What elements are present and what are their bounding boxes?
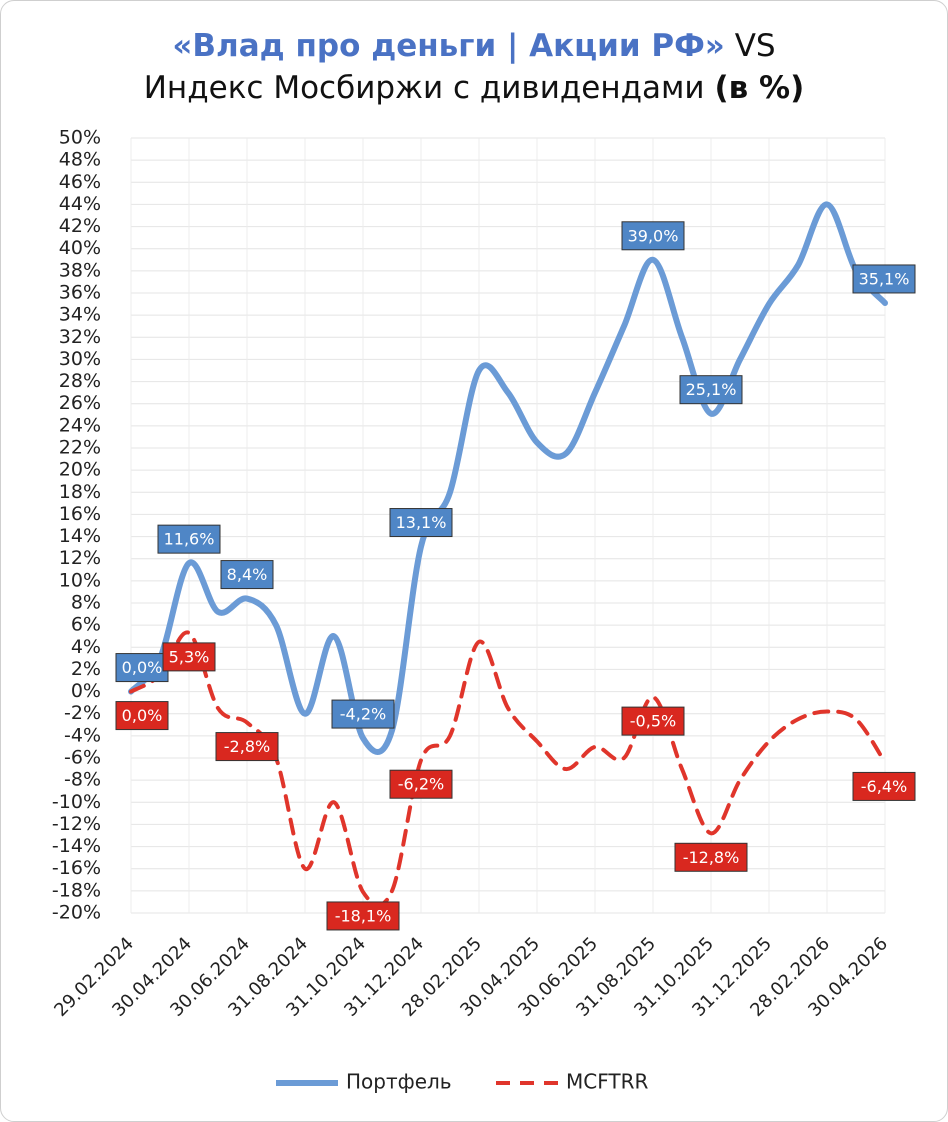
data-label: 0,0%: [122, 658, 163, 677]
y-tick-label: -8%: [64, 769, 101, 791]
series-line: [128, 201, 888, 755]
data-label-box: [621, 706, 685, 736]
y-tick-label: -12%: [52, 813, 101, 835]
data-label-box: [674, 842, 748, 872]
title-part: VS: [725, 28, 776, 64]
y-tick-label: 4%: [71, 636, 101, 658]
y-tick-label: 18%: [59, 481, 101, 503]
title-part: Индекс Мосбиржи с дивидендами: [144, 70, 715, 106]
y-tick-label: 40%: [59, 237, 101, 259]
y-tick-label: 20%: [59, 459, 101, 481]
y-tick-label: -4%: [64, 724, 101, 746]
y-tick-label: 8%: [71, 592, 101, 614]
y-tick-label: 28%: [59, 370, 101, 392]
data-label: -18,1%: [335, 906, 392, 925]
y-tick-label: -10%: [52, 791, 101, 813]
y-tick-label: 22%: [59, 437, 101, 459]
data-label: 5,3%: [169, 647, 210, 666]
data-label: -2,8%: [224, 737, 270, 756]
y-tick-label: -18%: [52, 879, 101, 901]
y-tick-label: 14%: [59, 525, 101, 547]
y-tick-label: 48%: [59, 149, 101, 171]
data-label: 25,1%: [686, 380, 737, 399]
data-label: 13,1%: [396, 513, 447, 532]
y-tick-label: -16%: [52, 857, 101, 879]
y-tick-label: 2%: [71, 658, 101, 680]
data-label: -6,2%: [398, 775, 444, 794]
y-tick-label: -20%: [52, 902, 101, 924]
y-tick-label: 10%: [59, 569, 101, 591]
data-label-box: [389, 769, 453, 799]
y-tick-label: 36%: [59, 282, 101, 304]
data-label-box: [220, 560, 274, 590]
data-label: -6,4%: [861, 777, 907, 796]
data-label-box: [115, 653, 169, 683]
data-label-box: [331, 699, 395, 729]
y-tick-label: -2%: [64, 702, 101, 724]
y-tick-label: 32%: [59, 326, 101, 348]
series-line: [129, 630, 887, 908]
y-tick-label: -14%: [52, 835, 101, 857]
y-tick-label: 12%: [59, 547, 101, 569]
data-label: 8,4%: [227, 565, 268, 584]
data-label: -0,5%: [630, 712, 676, 731]
y-tick-label: 44%: [59, 193, 101, 215]
y-tick-label: 26%: [59, 392, 101, 414]
data-label-box: [621, 221, 685, 251]
data-label: 39,0%: [628, 226, 679, 245]
y-tick-label: 38%: [59, 259, 101, 281]
data-label-box: [215, 732, 279, 762]
data-label: -12,8%: [683, 848, 740, 867]
y-tick-label: 50%: [59, 127, 101, 149]
y-tick-label: 24%: [59, 414, 101, 436]
title-part: «Влад про деньги | Акции РФ»: [172, 28, 724, 64]
y-tick-label: 6%: [71, 614, 101, 636]
data-label-box: [115, 701, 169, 731]
data-label-box: [162, 642, 216, 672]
y-tick-label: 46%: [59, 171, 101, 193]
y-tick-label: 30%: [59, 348, 101, 370]
data-label-box: [326, 901, 400, 931]
chart-title: «Влад про деньги | Акции РФ» VS: [172, 28, 775, 64]
y-tick-label: 34%: [59, 304, 101, 326]
data-label: 11,6%: [164, 530, 215, 549]
y-tick-label: 0%: [71, 680, 101, 702]
data-label-box: [852, 264, 916, 294]
y-tick-label: 16%: [59, 503, 101, 525]
data-label: 35,1%: [859, 269, 910, 288]
y-tick-label: -6%: [64, 747, 101, 769]
data-label-box: [679, 375, 743, 405]
data-label: -4,2%: [340, 705, 386, 724]
data-label-box: [852, 771, 916, 801]
data-label-box: [157, 524, 221, 554]
legend-label: MCFTRR: [566, 1070, 648, 1094]
chart-title: Индекс Мосбиржи с дивидендами (в %): [144, 70, 805, 106]
data-label: 0,0%: [122, 706, 163, 725]
legend-label: Портфель: [346, 1070, 452, 1094]
y-tick-label: 42%: [59, 215, 101, 237]
data-label-box: [389, 508, 453, 538]
title-part: (в %): [714, 70, 804, 106]
